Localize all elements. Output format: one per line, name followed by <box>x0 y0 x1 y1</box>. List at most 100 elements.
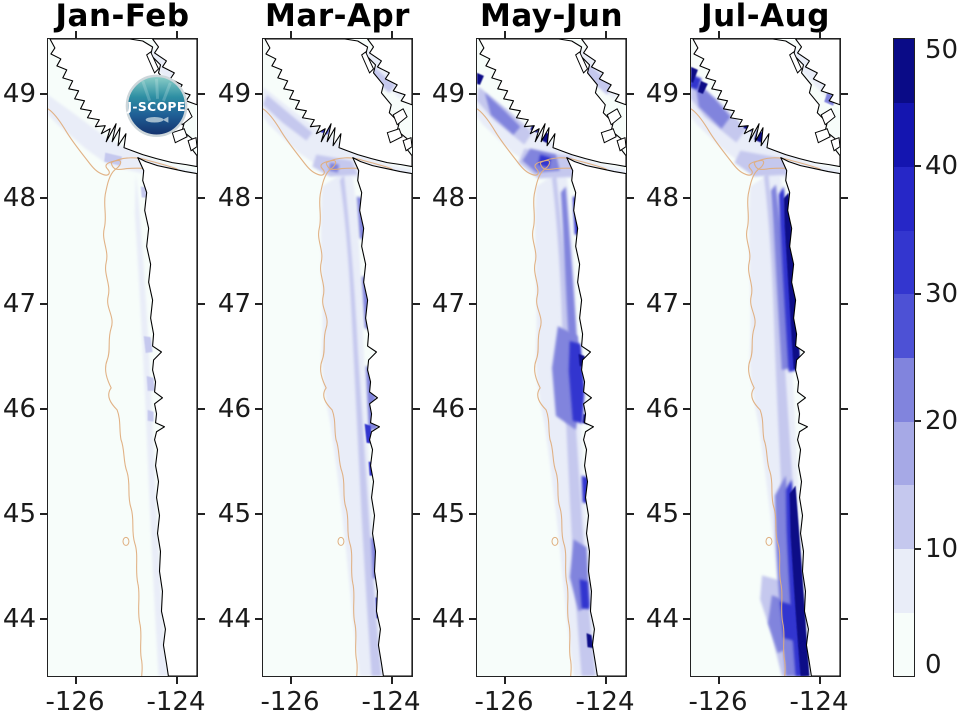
bc-mainland-land <box>795 39 840 106</box>
lat-tick <box>469 93 476 95</box>
lat-tick-label: 48 <box>645 183 679 213</box>
lat-tick <box>683 303 690 305</box>
lat-tick <box>469 408 476 410</box>
lat-tick <box>683 408 690 410</box>
lat-tick <box>683 93 690 95</box>
lat-tick-label: 49 <box>2 79 36 109</box>
lon-tick <box>290 31 292 38</box>
data-patch <box>484 92 521 135</box>
data-patch <box>560 186 580 374</box>
colorbar-tick-label: 0 <box>925 650 942 680</box>
lat-tick-label: 44 <box>217 604 251 634</box>
lat-tick-label: 48 <box>2 183 36 213</box>
lat-tick <box>413 513 420 515</box>
lon-tick-label: -126 <box>688 687 748 717</box>
data-patch <box>583 64 614 95</box>
island <box>830 136 840 152</box>
data-patch <box>798 641 809 654</box>
lat-tick-label: 49 <box>645 79 679 109</box>
lat-tick <box>413 618 420 620</box>
lat-tick-label: 45 <box>2 499 36 529</box>
colorbar-tick-label: 30 <box>925 278 959 309</box>
data-patch <box>143 336 153 354</box>
lat-tick <box>255 197 262 199</box>
lat-tick <box>841 618 848 620</box>
lat-tick <box>40 618 47 620</box>
map-plot-jul-aug <box>690 38 841 677</box>
island <box>575 51 589 74</box>
lat-tick-label: 46 <box>431 394 465 424</box>
lat-tick-label: 47 <box>2 289 36 319</box>
island <box>392 108 408 126</box>
data-patch <box>329 162 339 173</box>
lon-tick-label: -124 <box>575 687 635 717</box>
colorbar-tick <box>914 165 921 168</box>
lat-tick-label: 45 <box>645 499 679 529</box>
map-plot-mar-apr <box>262 38 413 677</box>
lon-tick <box>391 677 393 684</box>
data-patch <box>134 173 169 676</box>
lat-tick-label: 47 <box>431 289 465 319</box>
panel-title-may-jun: May-Jun <box>479 0 624 34</box>
map-plot-may-jun <box>476 38 627 677</box>
lat-tick <box>255 513 262 515</box>
colorbar-segment <box>894 166 914 231</box>
island <box>789 51 803 74</box>
lat-tick <box>469 303 476 305</box>
lat-tick <box>40 408 47 410</box>
logo-text: J-SCOPE <box>126 99 185 114</box>
data-patch <box>694 80 731 129</box>
isobath-contour <box>48 108 143 676</box>
us-coast-land <box>780 157 840 676</box>
lon-tick-label: -124 <box>789 687 849 717</box>
data-patch <box>146 375 155 391</box>
bc-mainland-land <box>367 39 412 106</box>
data-patch <box>691 66 698 83</box>
lat-tick <box>683 618 690 620</box>
isobath-contour <box>337 536 345 546</box>
lat-tick <box>841 513 848 515</box>
colorbar-segment <box>894 102 914 167</box>
colorbar-segment <box>894 357 914 422</box>
lat-tick-label: 44 <box>2 604 36 634</box>
lat-tick-label: 44 <box>645 604 679 634</box>
lon-tick <box>75 677 77 684</box>
map-panel-jan-feb: Jan-Feb J-SCOPE 49 48 47 46 45 44 -126 -124 <box>3 0 206 719</box>
lat-tick <box>40 513 47 515</box>
lat-tick <box>413 408 420 410</box>
lon-tick <box>176 677 178 684</box>
lat-tick <box>198 303 205 305</box>
panel-title-mar-apr: Mar-Apr <box>265 0 410 34</box>
island <box>820 108 836 126</box>
lat-tick-label: 45 <box>431 499 465 529</box>
logo-circle <box>125 74 188 137</box>
lon-tick <box>819 677 821 684</box>
lat-tick <box>627 93 634 95</box>
jscope-logo: J-SCOPE <box>125 74 188 137</box>
lat-tick-label: 49 <box>217 79 251 109</box>
lon-tick-label: -124 <box>361 687 421 717</box>
lon-tick <box>718 677 720 684</box>
map-panel-jul-aug: Jul-Aug 49 48 47 46 45 44 -126 -124 <box>646 0 849 719</box>
lat-tick <box>40 197 47 199</box>
colorbar-tick <box>914 547 921 550</box>
lon-tick <box>391 31 393 38</box>
us-coast-land <box>566 157 626 676</box>
data-patch <box>764 170 809 676</box>
lat-tick <box>627 618 634 620</box>
lat-tick-label: 48 <box>217 183 251 213</box>
data-patch <box>477 86 626 186</box>
map-svg <box>691 39 840 676</box>
isobath-contour <box>765 536 773 546</box>
lon-tick-label: -126 <box>474 687 534 717</box>
data-patch <box>691 86 840 186</box>
lon-tick <box>819 31 821 38</box>
light-rays <box>141 78 172 102</box>
lon-tick <box>504 677 506 684</box>
lat-tick-label: 46 <box>2 394 36 424</box>
lat-tick <box>627 197 634 199</box>
lat-tick <box>627 303 634 305</box>
island <box>386 128 403 144</box>
island <box>187 136 197 152</box>
